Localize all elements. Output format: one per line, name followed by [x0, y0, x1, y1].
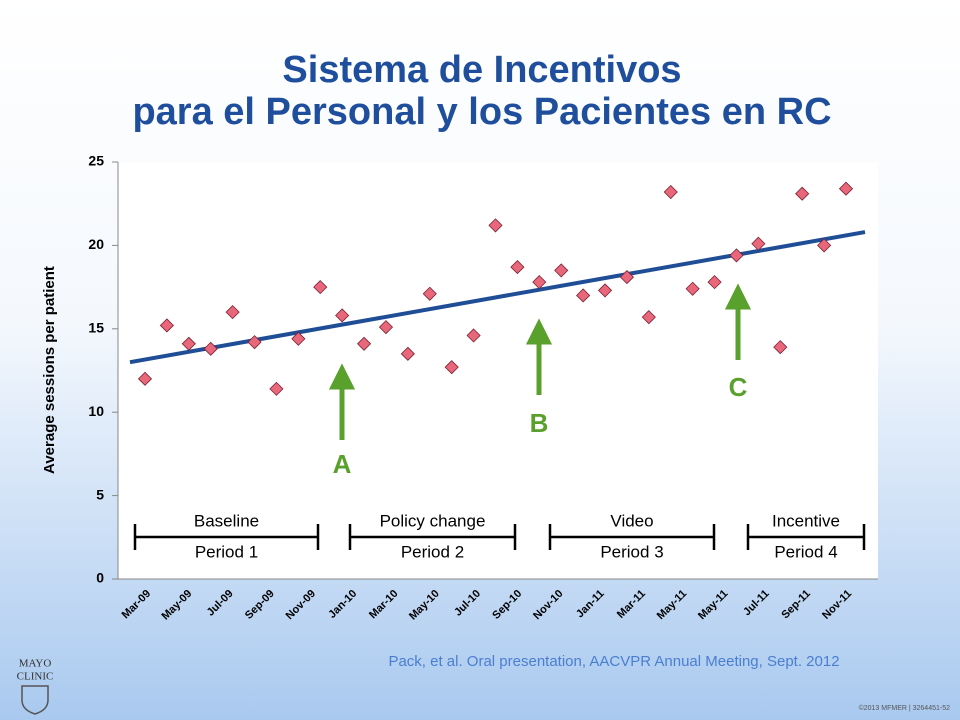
data-point — [576, 288, 591, 303]
data-point — [291, 331, 306, 346]
data-point — [707, 275, 722, 290]
data-point — [400, 346, 415, 361]
period-label: Incentive — [772, 511, 840, 530]
data-point — [663, 184, 678, 200]
data-point — [422, 286, 437, 301]
data-point — [159, 318, 174, 333]
copyright: ©2013 MFMER | 3264451-52 — [859, 704, 951, 712]
data-point — [510, 260, 525, 275]
data-point — [619, 270, 635, 285]
data-point — [225, 305, 240, 320]
citation: Pack, et al. Oral presentation, AACVPR A… — [388, 653, 839, 670]
data-point — [247, 335, 262, 350]
annotation: A — [333, 449, 352, 479]
y-tick-label: 20 — [88, 236, 104, 252]
data-point — [269, 381, 284, 396]
period-bracket — [746, 524, 866, 550]
data-point — [729, 248, 744, 263]
logo-text: CLINIC — [17, 671, 54, 683]
period: Video Period 3 — [548, 511, 716, 561]
data-point — [532, 275, 547, 290]
logo-shield — [21, 685, 49, 715]
period-label: Video — [610, 511, 653, 530]
data-point — [817, 238, 832, 253]
data-point — [137, 371, 153, 386]
logo-text: MAYO — [19, 658, 52, 670]
period-bracket — [133, 524, 320, 550]
plot-area — [118, 162, 878, 579]
period-bracket — [548, 524, 716, 550]
data-point — [597, 283, 613, 298]
period-label: Policy change — [380, 511, 486, 530]
title: Sistema de Incentivos — [282, 49, 681, 91]
data-point — [335, 308, 350, 323]
y-axis-label: Average sessions per patient — [41, 266, 58, 474]
annotation: C — [729, 372, 748, 402]
arrow-head — [328, 363, 356, 390]
data-point — [641, 310, 656, 325]
arrow-head — [724, 283, 752, 310]
period-label: Period 4 — [774, 542, 837, 561]
period-label: Baseline — [194, 511, 259, 530]
data-point — [751, 236, 766, 251]
period-bracket — [348, 524, 517, 550]
data-point — [181, 336, 196, 351]
arrow-head — [525, 318, 553, 345]
data-point — [838, 181, 854, 196]
y-tick-label: 25 — [88, 153, 104, 169]
period-label: Period 2 — [401, 542, 464, 561]
data-point — [488, 218, 503, 233]
data-point — [466, 328, 481, 343]
period-label: Period 1 — [195, 542, 258, 561]
period-label: Period 3 — [600, 542, 663, 561]
y-tick-label: 5 — [96, 486, 104, 502]
annotation: B — [530, 408, 549, 438]
data-point — [444, 360, 459, 375]
data-point — [356, 336, 372, 351]
y-tick-label: 10 — [88, 403, 104, 419]
data-point — [378, 320, 394, 335]
period: Policy change Period 2 — [348, 511, 517, 561]
data-point — [554, 263, 569, 278]
data-point — [773, 340, 788, 355]
data-point — [203, 341, 218, 356]
y-tick-label: 15 — [88, 320, 104, 336]
data-point — [685, 281, 700, 296]
period: Incentive Period 4 — [746, 511, 866, 561]
subtitle: para el Personal y los Pacientes en RC — [132, 91, 831, 133]
arrows — [328, 283, 752, 440]
data-point — [313, 280, 328, 295]
y-tick-label: 0 — [96, 570, 104, 586]
period: Baseline Period 1 — [133, 511, 320, 561]
data-point — [795, 186, 810, 201]
